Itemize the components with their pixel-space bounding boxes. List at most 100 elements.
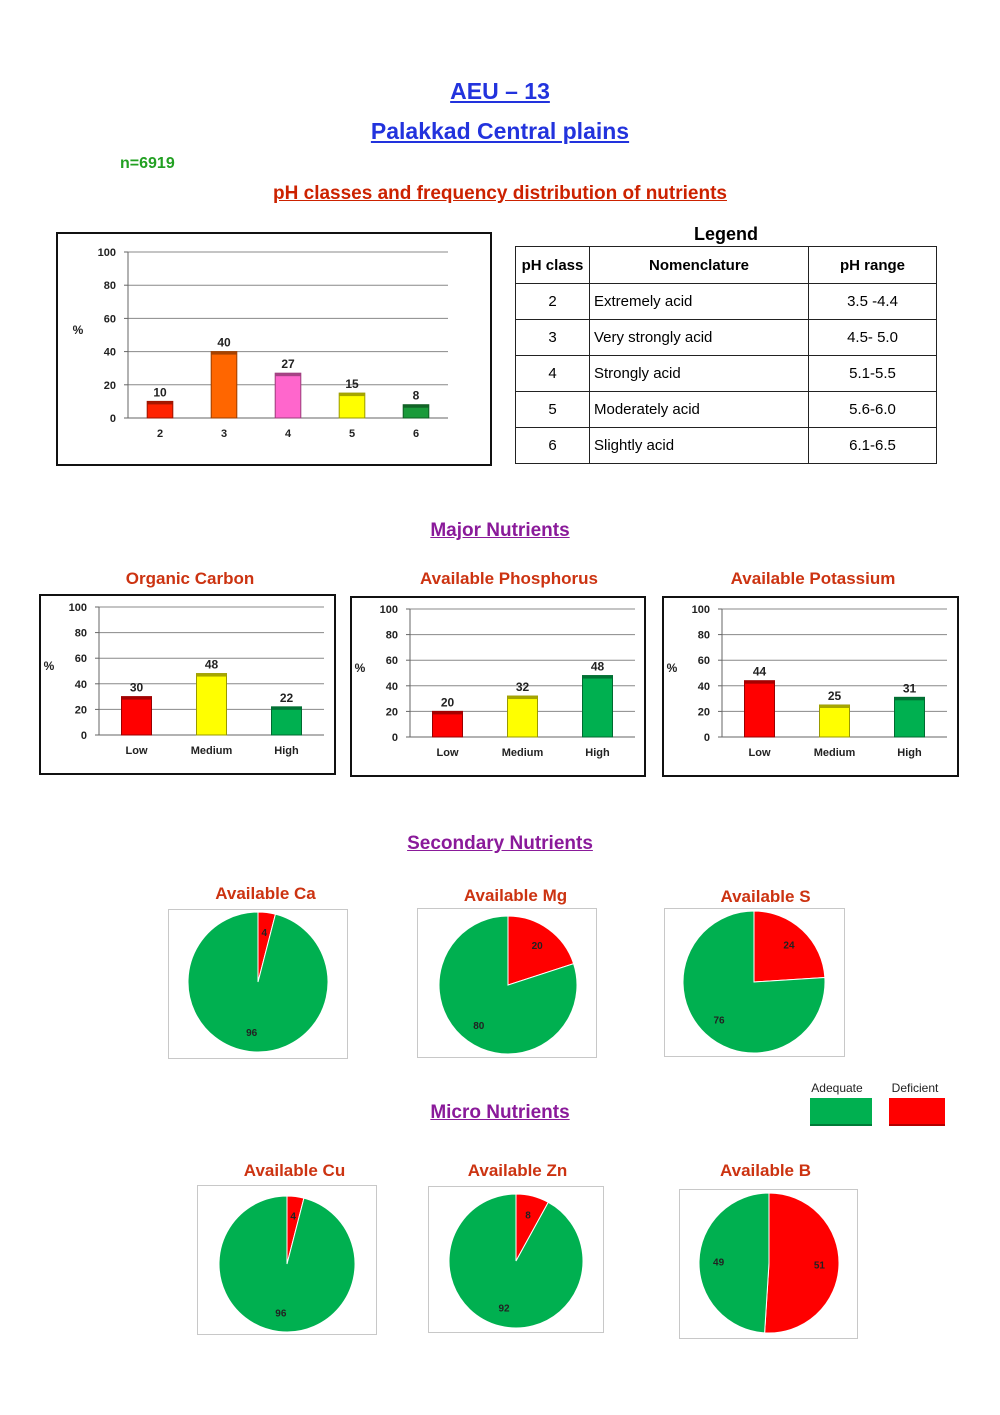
y-tick-label: 0 (392, 732, 398, 744)
data-label: 31 (903, 681, 917, 695)
legend-row: 2 Extremely acid 3.5 -4.4 (515, 283, 937, 320)
legend-nomenclature: Strongly acid (589, 355, 809, 392)
chart-frame (56, 232, 492, 466)
legend-nomenclature: Slightly acid (589, 427, 809, 464)
data-label: 48 (205, 658, 219, 672)
bar-top (582, 675, 613, 679)
mg-chart-title: Available Mg (463, 886, 568, 905)
b-pie-chart: 51 49 (679, 1189, 858, 1339)
x-tick-label: Medium (502, 747, 544, 759)
adequate-label: 96 (246, 1028, 258, 1039)
bar-top (271, 706, 302, 710)
secondary-nutrients-title: Secondary Nutrients (407, 833, 593, 854)
y-tick-label: 20 (75, 704, 87, 716)
bar (271, 706, 302, 736)
bar (210, 351, 238, 419)
bar-top (339, 393, 365, 397)
ph-bar-chart: 0 20 40 60 80 100% 10 2 40 3 27 4 15 5 8 6 (56, 232, 492, 466)
adequate-label: 80 (473, 1021, 485, 1032)
x-tick-label: 4 (285, 428, 292, 440)
adequate-label: 96 (275, 1309, 287, 1320)
bar-top (121, 696, 152, 700)
legend-range: 4.5- 5.0 (808, 319, 937, 356)
bar (432, 710, 463, 738)
chart-frame (662, 596, 959, 777)
data-label: 22 (280, 691, 294, 705)
data-label: 20 (441, 695, 455, 709)
bar (121, 696, 152, 736)
adequate-slice (187, 911, 329, 1053)
x-tick-label: Low (749, 747, 771, 759)
potassium-chart: 0 20 40 60 80 100% 44 Low 25 Medium 31 High (662, 596, 959, 777)
y-tick-label: 20 (698, 706, 710, 718)
adequate-label: 92 (498, 1304, 510, 1315)
s-chart-title: Available S (720, 887, 811, 906)
adequate-slice (448, 1193, 584, 1329)
data-label: 48 (591, 660, 605, 674)
y-axis-label: % (73, 323, 84, 337)
zn-chart-title: Available Zn (467, 1161, 568, 1180)
bar (582, 675, 613, 738)
y-tick-label: 20 (386, 706, 398, 718)
legend-range: 3.5 -4.4 (808, 283, 937, 320)
y-tick-label: 100 (380, 604, 398, 616)
x-tick-label: High (585, 747, 610, 759)
deficient-key-label: Deficient (891, 1081, 939, 1095)
adequate-slice (218, 1195, 356, 1333)
bar (338, 392, 366, 419)
bar-top (894, 697, 925, 701)
ca-pie-chart: 4 96 (168, 909, 348, 1059)
y-tick-label: 0 (81, 730, 87, 742)
data-label: 44 (753, 665, 767, 679)
legend-range: 5.1-5.5 (808, 355, 937, 392)
legend-header-row: pH class Nomenclature pH range (515, 246, 937, 284)
deficient-label: 51 (814, 1261, 826, 1272)
legend-range: 6.1-6.5 (808, 427, 937, 464)
deficient-label: 4 (290, 1211, 296, 1222)
y-tick-label: 80 (75, 628, 87, 640)
page-subtitle: Palakkad Central plains (370, 118, 630, 144)
legend-header-class: pH class (515, 246, 590, 284)
x-tick-label: Low (437, 747, 459, 759)
legend-row: 5 Moderately acid 5.6-6.0 (515, 391, 937, 428)
adequate-label: 49 (713, 1257, 725, 1268)
bar-top (211, 351, 237, 355)
x-tick-label: 2 (157, 428, 163, 440)
legend-header-nomenclature: Nomenclature (589, 246, 809, 284)
x-tick-label: High (897, 747, 922, 759)
legend-row: 3 Very strongly acid 4.5- 5.0 (515, 319, 937, 356)
deficient-slice (753, 910, 826, 983)
organic-carbon-chart: 0 20 40 60 80 100% 30 Low 48 Medium 22 High (39, 594, 336, 775)
y-tick-label: 40 (386, 681, 398, 693)
legend-title: Legend (693, 224, 758, 244)
y-tick-label: 60 (104, 313, 116, 325)
ca-chart-title: Available Ca (215, 884, 316, 903)
y-tick-label: 60 (75, 653, 87, 665)
data-label: 40 (217, 336, 231, 350)
k-chart-title: Available Potassium (730, 569, 896, 588)
y-tick-label: 60 (386, 655, 398, 667)
major-nutrients-title: Major Nutrients (430, 520, 570, 541)
s-pie-chart: 24 76 (664, 908, 845, 1057)
x-tick-label: Medium (814, 747, 856, 759)
phosphorus-chart: 0 20 40 60 80 100% 20 Low 32 Medium 48 High (350, 596, 646, 777)
y-tick-label: 80 (104, 280, 116, 292)
micro-nutrients-title: Micro Nutrients (430, 1102, 570, 1123)
adequate-key-label: Adequate (811, 1081, 863, 1095)
page-title: AEU – 13 (450, 78, 550, 104)
bar-top (819, 705, 850, 708)
p-chart-title: Available Phosphorus (420, 569, 598, 588)
x-tick-label: 3 (221, 428, 227, 440)
chart-frame (39, 594, 336, 775)
legend-class: 3 (515, 319, 590, 356)
legend-class: 2 (515, 283, 590, 320)
ph-section-title: pH classes and frequency distribution of… (273, 183, 727, 204)
x-tick-label: Medium (191, 745, 233, 757)
y-tick-label: 100 (69, 602, 87, 614)
y-tick-label: 20 (104, 380, 116, 392)
bar-top (196, 673, 227, 677)
bar-top (432, 711, 463, 715)
legend-class: 5 (515, 391, 590, 428)
legend-class: 6 (515, 427, 590, 464)
adequate-slice (438, 915, 578, 1055)
